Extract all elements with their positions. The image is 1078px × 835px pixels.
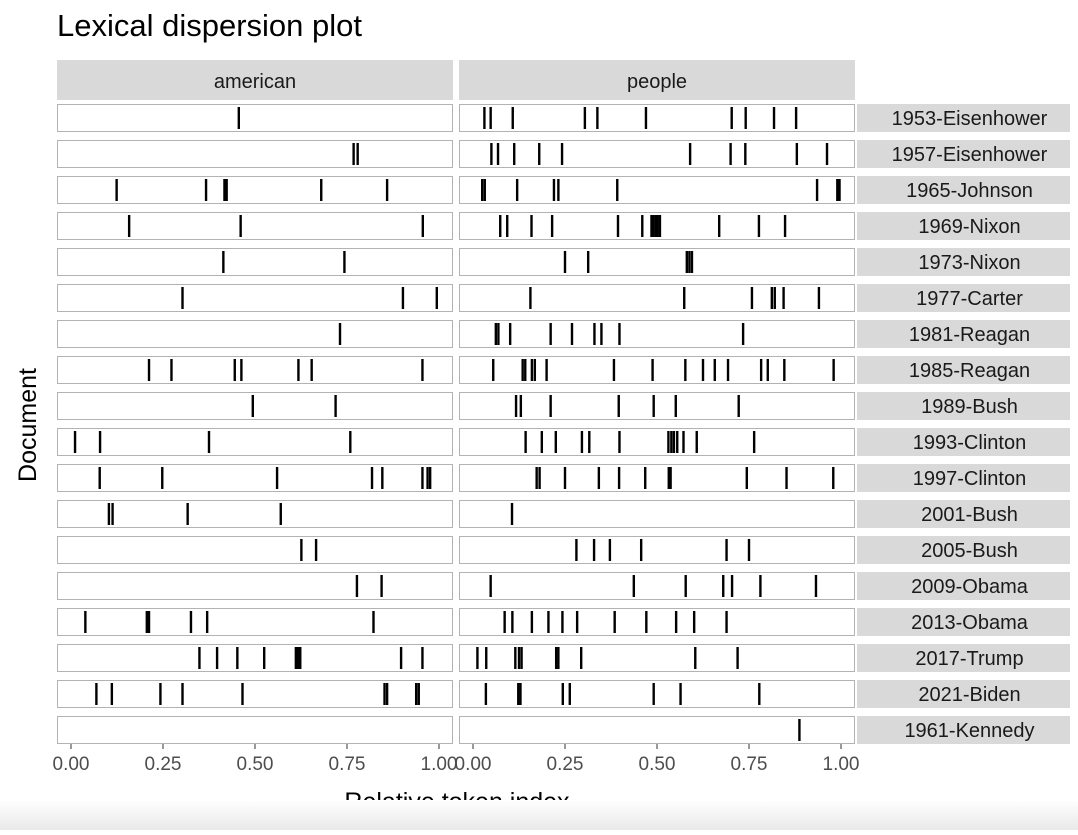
panel-cell (57, 536, 453, 564)
panel-cell (57, 104, 453, 132)
panel-cell (459, 608, 855, 636)
panel-cell (57, 428, 453, 456)
x-tick-label: 0.50 (639, 754, 676, 775)
row-strip (857, 140, 1070, 168)
row-label: 2017-Trump (915, 648, 1023, 670)
panel-cell (459, 176, 855, 204)
row-strip (857, 644, 1070, 672)
facet-strip-american (57, 60, 453, 100)
panel-cell (459, 428, 855, 456)
row-label: 2021-Biden (918, 684, 1020, 706)
row-label: 1965-Johnson (906, 180, 1033, 202)
panel-cell (459, 716, 855, 744)
row-strip (857, 428, 1070, 456)
row-label: 1969-Nixon (918, 216, 1020, 238)
panel-cell (57, 392, 453, 420)
panel-cell (57, 248, 453, 276)
row-label: 1953-Eisenhower (892, 108, 1048, 130)
x-tick-label: 1.00 (421, 754, 458, 775)
panel-cell (459, 572, 855, 600)
panel-cell (459, 536, 855, 564)
row-label: 1993-Clinton (913, 432, 1026, 454)
row-strip (857, 392, 1070, 420)
row-label: 1961-Kennedy (904, 720, 1034, 742)
row-label: 1981-Reagan (909, 324, 1030, 346)
x-tick-label: 0.25 (547, 754, 584, 775)
panel-cell (459, 356, 855, 384)
row-strip (857, 176, 1070, 204)
panel-cell (57, 284, 453, 312)
panel-cell (57, 464, 453, 492)
row-label: 2005-Bush (921, 540, 1018, 562)
panel-cell (459, 140, 855, 168)
row-label: 2013-Obama (911, 612, 1029, 634)
panel-cell (57, 212, 453, 240)
row-strip (857, 536, 1070, 564)
x-tick-label: 0.00 (53, 754, 90, 775)
panel-cell (57, 572, 453, 600)
row-label: 2001-Bush (921, 504, 1018, 526)
row-label: 1977-Carter (916, 288, 1023, 310)
x-tick-label: 0.25 (145, 754, 182, 775)
x-tick-label: 0.75 (329, 754, 366, 775)
chart-title: Lexical dispersion plot (57, 8, 362, 43)
bottom-fade (0, 800, 1078, 830)
row-label: 1989-Bush (921, 396, 1018, 418)
row-label: 1985-Reagan (909, 360, 1030, 382)
panel-cell (57, 680, 453, 708)
row-strip (857, 104, 1070, 132)
panel-cell (459, 464, 855, 492)
panel-cell (57, 608, 453, 636)
panel-cell (459, 680, 855, 708)
facet-strip-people (459, 60, 855, 100)
row-strip (857, 680, 1070, 708)
row-strip (857, 500, 1070, 528)
panel-cell (459, 320, 855, 348)
row-label: 1957-Eisenhower (892, 144, 1048, 166)
panel-cell (57, 140, 453, 168)
panel-cell (57, 320, 453, 348)
panel-cell (459, 500, 855, 528)
row-strip (857, 464, 1070, 492)
panel-cell (459, 644, 855, 672)
x-tick-label: 1.00 (823, 754, 860, 775)
row-strip (857, 248, 1070, 276)
panel-cell (57, 644, 453, 672)
row-label: 2009-Obama (911, 576, 1029, 598)
row-strip (857, 320, 1070, 348)
x-tick-label: 0.50 (237, 754, 274, 775)
x-tick-label: 0.75 (731, 754, 768, 775)
row-strip (857, 572, 1070, 600)
panel-cell (57, 356, 453, 384)
panel-cell (57, 716, 453, 744)
panel-cell (459, 104, 855, 132)
row-strip (857, 608, 1070, 636)
panel-cell (459, 284, 855, 312)
row-label: 1997-Clinton (913, 468, 1026, 490)
facet-label-people: people (627, 71, 687, 93)
x-tick-label: 0.00 (455, 754, 492, 775)
row-strip (857, 356, 1070, 384)
panel-cell (459, 392, 855, 420)
row-strip (857, 716, 1070, 744)
row-strip (857, 212, 1070, 240)
row-strip (857, 284, 1070, 312)
facet-label-american: american (214, 71, 296, 93)
panel-cell (459, 248, 855, 276)
row-label: 1973-Nixon (918, 252, 1020, 274)
y-axis-title: Document (14, 368, 42, 482)
panel-cell (57, 500, 453, 528)
